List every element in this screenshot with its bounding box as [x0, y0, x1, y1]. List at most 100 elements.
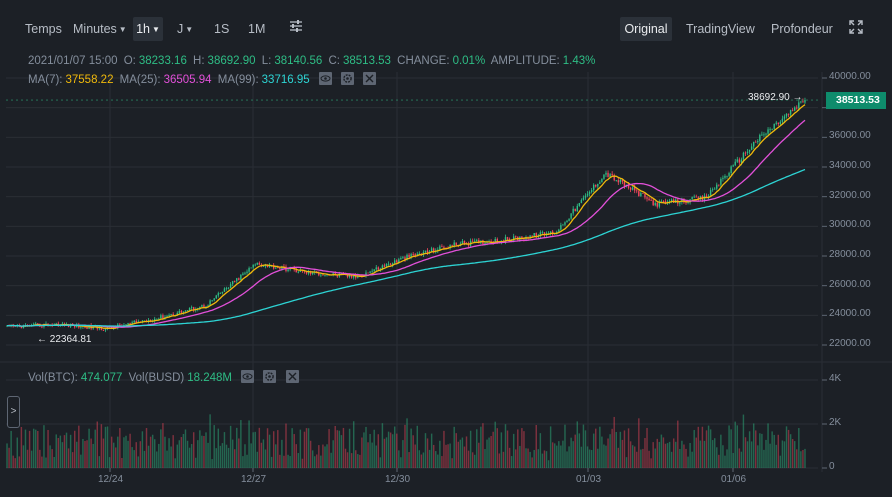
volume-bar — [609, 434, 611, 468]
candle-body — [402, 257, 404, 259]
candle-body — [482, 240, 484, 245]
candle-body — [590, 190, 593, 192]
candle-body — [102, 329, 105, 331]
candle-body — [227, 287, 230, 289]
volume-bar — [221, 443, 224, 468]
volume-bar — [478, 442, 480, 468]
volume-bar — [543, 450, 546, 468]
candle-body — [309, 271, 312, 274]
candle-body — [787, 113, 790, 115]
day-dropdown[interactable]: J ▼ — [177, 20, 193, 38]
candle-body — [295, 269, 297, 273]
view-tradingview-tab[interactable]: TradingView — [686, 22, 755, 36]
volume-bar — [316, 454, 318, 468]
candle-body — [660, 201, 663, 202]
volume-bar — [461, 437, 464, 468]
candle-body — [201, 305, 203, 307]
candle-body — [371, 270, 373, 272]
volume-bar — [6, 443, 8, 468]
volume-bar — [759, 433, 761, 468]
candle-body — [709, 190, 712, 196]
candle-body — [781, 118, 784, 122]
volume-bar — [664, 443, 667, 468]
volume-axis-label: 2K — [829, 417, 842, 428]
candle-body — [184, 310, 187, 312]
candle-body — [662, 201, 665, 202]
minutes-dropdown[interactable]: Minutes ▼ — [73, 20, 127, 38]
candle-body — [656, 203, 658, 207]
view-depth-tab[interactable]: Profondeur — [771, 22, 833, 36]
candle-body — [755, 141, 757, 143]
vol-btc-value: 474.077 — [80, 372, 123, 384]
volume-bar — [180, 437, 183, 468]
close-icon[interactable] — [285, 370, 299, 383]
volume-bar — [707, 425, 710, 468]
volume-bar — [285, 423, 287, 468]
gear-icon[interactable] — [263, 370, 277, 383]
volume-bar — [240, 420, 242, 468]
candle-body — [664, 201, 667, 204]
settings-sliders-icon[interactable] — [289, 19, 303, 37]
volume-bar — [117, 436, 119, 468]
volume-bar — [512, 433, 515, 468]
candle-body — [416, 253, 418, 256]
volume-bar — [141, 431, 144, 468]
volume-bar — [551, 442, 554, 468]
volume-bar — [110, 436, 113, 468]
volume-bar — [281, 439, 283, 468]
candle-body — [722, 177, 724, 179]
volume-bar — [209, 414, 211, 468]
price-axis-label: 28000.00 — [829, 249, 871, 260]
candle-body — [258, 262, 261, 265]
interval-1s-button[interactable]: 1S — [214, 22, 230, 36]
volume-bar — [506, 430, 509, 468]
volume-bar — [508, 447, 511, 468]
gear-icon[interactable] — [341, 72, 355, 85]
volume-bar — [564, 424, 566, 468]
volume-bar — [781, 440, 784, 468]
volume-bar — [595, 428, 597, 468]
eye-icon[interactable] — [318, 72, 332, 85]
close-label: C: — [328, 55, 340, 67]
price-axis-label: 24000.00 — [829, 308, 871, 320]
candle-body — [98, 327, 101, 329]
volume-bar — [588, 449, 591, 468]
volume-bar — [355, 450, 357, 468]
volume-bar — [623, 430, 626, 468]
candle-body — [190, 307, 193, 309]
candle-body — [697, 197, 700, 200]
candle-body — [636, 190, 638, 192]
volume-bar — [724, 455, 726, 468]
volume-bar — [584, 430, 587, 468]
candle-body — [506, 237, 509, 239]
volume-bar — [293, 434, 295, 468]
volume-bar — [566, 451, 568, 468]
ma7-value: 37558.22 — [65, 74, 114, 86]
interval-1h-dropdown[interactable]: 1h ▼ — [133, 17, 163, 41]
volume-bar — [556, 445, 558, 468]
interval-1m-button[interactable]: 1M — [248, 22, 266, 36]
candle-body — [37, 323, 39, 325]
volume-bar — [108, 457, 111, 468]
volume-bar — [445, 444, 447, 468]
view-original-tab[interactable]: Original — [620, 17, 672, 41]
candle-body — [125, 324, 127, 326]
close-icon[interactable] — [363, 72, 377, 85]
volume-bar — [135, 442, 137, 468]
candle-body — [418, 253, 421, 255]
volume-bar — [601, 436, 603, 468]
candle-body — [564, 222, 566, 225]
candle-body — [367, 272, 369, 274]
volume-bar — [761, 433, 763, 468]
candle-body — [156, 318, 158, 320]
expand-panel-button[interactable]: > — [7, 396, 20, 428]
volume-bar — [554, 443, 556, 468]
volume-bar — [459, 439, 462, 468]
volume-bar — [287, 454, 289, 468]
fullscreen-icon[interactable] — [849, 20, 863, 38]
candle-body — [533, 232, 535, 236]
volume-bar — [383, 438, 386, 468]
volume-bar — [783, 441, 786, 468]
eye-icon[interactable] — [241, 370, 255, 383]
